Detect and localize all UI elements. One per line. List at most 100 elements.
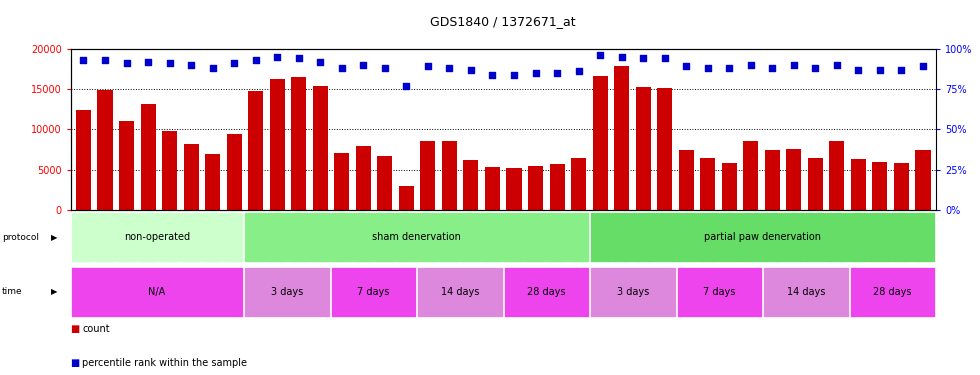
Text: GSM53205: GSM53205 (619, 220, 624, 254)
FancyBboxPatch shape (463, 215, 480, 263)
Bar (679, 150, 694, 210)
Text: GSM53211: GSM53211 (318, 220, 322, 254)
FancyBboxPatch shape (677, 215, 695, 263)
FancyBboxPatch shape (74, 215, 92, 263)
FancyBboxPatch shape (484, 215, 502, 263)
FancyBboxPatch shape (871, 215, 889, 263)
FancyBboxPatch shape (182, 215, 200, 263)
Point (464, 67, 479, 73)
Bar (97, 90, 113, 210)
Point (786, 62, 802, 68)
Bar (226, 134, 242, 210)
FancyBboxPatch shape (763, 215, 781, 263)
Text: GSM53213: GSM53213 (706, 220, 710, 254)
FancyBboxPatch shape (244, 212, 589, 262)
Bar (140, 104, 156, 210)
Point (743, 62, 759, 68)
Bar (334, 153, 349, 210)
Point (356, 62, 371, 68)
Bar (399, 186, 414, 210)
Text: time: time (2, 287, 23, 296)
Bar (442, 141, 457, 210)
Point (764, 65, 780, 71)
Point (894, 67, 909, 73)
Text: GSM53204: GSM53204 (598, 220, 603, 254)
FancyBboxPatch shape (504, 267, 589, 316)
Text: non-operated: non-operated (124, 232, 190, 242)
FancyBboxPatch shape (914, 215, 932, 263)
Bar (464, 160, 478, 210)
Point (270, 54, 285, 60)
Bar (205, 154, 220, 210)
Point (700, 65, 715, 71)
Text: percentile rank within the sample: percentile rank within the sample (82, 358, 247, 368)
FancyBboxPatch shape (225, 215, 243, 263)
Text: GSM53219: GSM53219 (404, 220, 409, 254)
Bar (248, 92, 264, 210)
FancyBboxPatch shape (333, 215, 351, 263)
Text: GSM53223: GSM53223 (834, 220, 840, 254)
Text: GSM53198: GSM53198 (124, 220, 129, 254)
Text: ■: ■ (71, 324, 79, 334)
Point (915, 63, 931, 69)
Bar (700, 158, 715, 210)
Bar (894, 163, 909, 210)
FancyBboxPatch shape (161, 215, 178, 263)
Point (140, 58, 156, 64)
Bar (636, 87, 651, 210)
Bar (313, 86, 327, 210)
Bar (162, 131, 177, 210)
FancyBboxPatch shape (204, 215, 221, 263)
Bar (658, 88, 672, 210)
FancyBboxPatch shape (569, 215, 587, 263)
Text: GSM53229: GSM53229 (877, 220, 882, 254)
Bar (915, 150, 931, 210)
FancyBboxPatch shape (505, 215, 522, 263)
Bar (872, 162, 888, 210)
Point (851, 67, 866, 73)
Text: 14 days: 14 days (441, 286, 479, 297)
Text: GSM53225: GSM53225 (447, 220, 452, 254)
FancyBboxPatch shape (590, 212, 936, 262)
Point (678, 63, 694, 69)
Text: GSM53212: GSM53212 (684, 220, 689, 254)
Text: protocol: protocol (2, 232, 39, 242)
Text: GSM53231: GSM53231 (920, 220, 925, 254)
FancyBboxPatch shape (677, 267, 762, 316)
Text: N/A: N/A (148, 286, 166, 297)
Text: GSM53230: GSM53230 (899, 220, 904, 254)
Text: GSM53233: GSM53233 (533, 220, 538, 254)
Point (570, 68, 586, 74)
Text: sham denervation: sham denervation (372, 232, 462, 242)
Bar (571, 158, 586, 210)
FancyBboxPatch shape (850, 215, 867, 263)
Point (549, 70, 564, 76)
Text: GSM53200: GSM53200 (167, 220, 172, 254)
Point (657, 56, 672, 62)
Bar (614, 66, 629, 210)
Text: 7 days: 7 days (358, 286, 390, 297)
Text: GSM53226: GSM53226 (468, 220, 473, 254)
Text: 28 days: 28 days (873, 286, 911, 297)
Point (399, 83, 415, 89)
FancyBboxPatch shape (96, 215, 114, 263)
FancyBboxPatch shape (699, 215, 716, 263)
FancyBboxPatch shape (807, 215, 824, 263)
FancyBboxPatch shape (526, 215, 544, 263)
Point (313, 58, 328, 64)
Text: GSM53199: GSM53199 (146, 220, 151, 254)
FancyBboxPatch shape (612, 215, 630, 263)
Text: 7 days: 7 days (704, 286, 736, 297)
Text: GSM53218: GSM53218 (382, 220, 387, 254)
Bar (721, 163, 737, 210)
FancyBboxPatch shape (785, 215, 803, 263)
FancyBboxPatch shape (441, 215, 459, 263)
Point (592, 52, 608, 58)
FancyBboxPatch shape (269, 215, 286, 263)
Point (183, 62, 199, 68)
Text: GSM53207: GSM53207 (662, 220, 667, 254)
Text: 28 days: 28 days (527, 286, 565, 297)
Bar (291, 77, 307, 210)
Text: partial paw denervation: partial paw denervation (705, 232, 821, 242)
Bar (377, 156, 392, 210)
